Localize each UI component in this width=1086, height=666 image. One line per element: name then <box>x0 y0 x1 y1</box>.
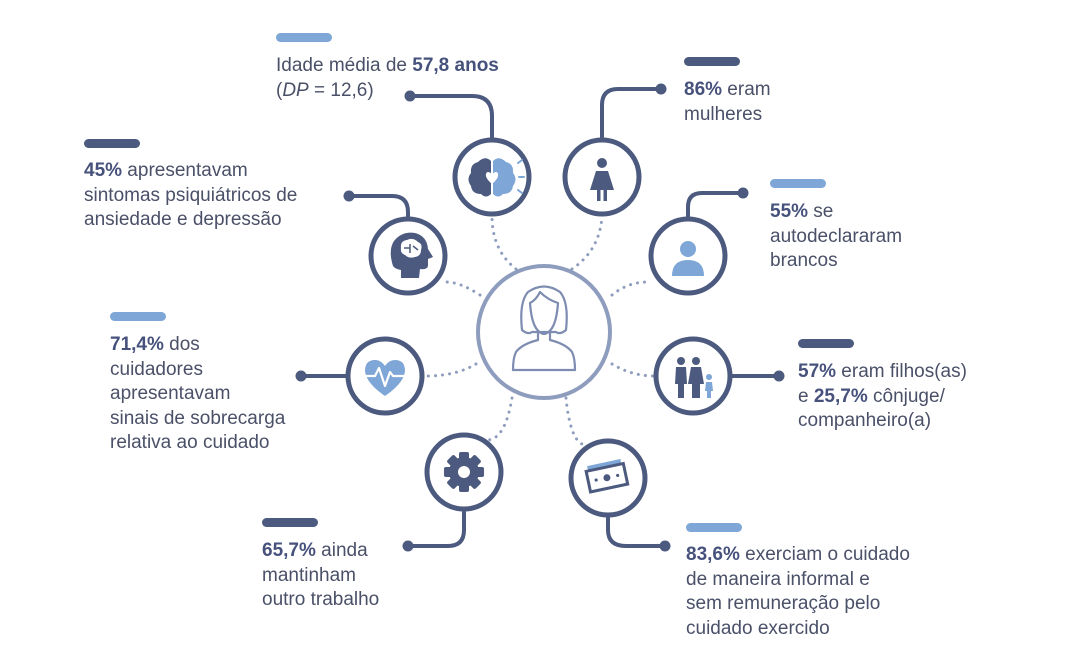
money-icon <box>584 459 630 494</box>
dot-family <box>773 370 785 382</box>
connector-family <box>610 362 656 378</box>
dot-women <box>655 83 667 95</box>
connector-work <box>485 396 514 442</box>
dot-age <box>404 90 416 102</box>
head-brain-icon <box>390 232 433 278</box>
text-informal: 83,6% exerciam o cuidado de maneira info… <box>686 544 910 639</box>
text-burden: 71,4% dos cuidadores apresentavam sinais… <box>110 334 286 453</box>
bar-psych <box>84 139 140 148</box>
dot-work <box>402 540 414 552</box>
connector-white <box>610 280 650 297</box>
family-icon <box>675 357 713 398</box>
leader-lines <box>300 87 780 548</box>
text-white: 55% se autodeclararam brancos <box>770 201 903 271</box>
bar-women <box>684 57 740 66</box>
leader-women <box>600 87 662 140</box>
leader-informal <box>606 513 666 548</box>
bar-burden <box>110 312 166 321</box>
connector-women <box>570 214 604 271</box>
bar-white <box>770 179 826 188</box>
brain-heart-icon <box>468 158 525 197</box>
heart-pulse-icon <box>363 360 408 396</box>
leader-work <box>408 507 466 548</box>
connector-burden <box>424 362 478 378</box>
text-age: Idade média de 57,8 anos (DP = 12,6) <box>276 54 499 103</box>
age-line-1: Idade média de 57,8 anos <box>276 55 499 76</box>
bar-family <box>798 339 854 348</box>
age-line-2: (DP = 12,6) <box>276 79 374 101</box>
connector-informal <box>564 396 584 446</box>
woman-icon <box>590 158 614 201</box>
center-node <box>476 264 612 400</box>
dot-burden <box>295 370 307 382</box>
connector-age <box>490 214 518 271</box>
dot-white <box>737 187 749 199</box>
text-work: 65,7% ainda mantinham outro trabalho <box>262 540 380 610</box>
leader-white <box>686 191 744 220</box>
bar-work <box>262 518 318 527</box>
connector-psych <box>444 280 482 297</box>
dotted-connectors <box>424 214 656 446</box>
gear-icon <box>444 452 484 492</box>
bar-age <box>276 33 332 42</box>
dot-informal <box>659 540 671 552</box>
dot-psych <box>343 190 355 202</box>
bar-informal <box>686 523 742 532</box>
leader-dots <box>295 83 785 552</box>
leader-age <box>410 94 494 140</box>
text-women: 86% eram mulheres <box>684 79 771 125</box>
text-family: 57% eram filhos(as) e 25,7% cônjuge/ com… <box>798 361 967 431</box>
text-psych: 45% apresentavam sintomas psiquiátricos … <box>84 160 298 230</box>
woman-avatar-icon <box>511 285 577 372</box>
leader-psych <box>348 194 410 220</box>
person-icon <box>672 241 704 276</box>
